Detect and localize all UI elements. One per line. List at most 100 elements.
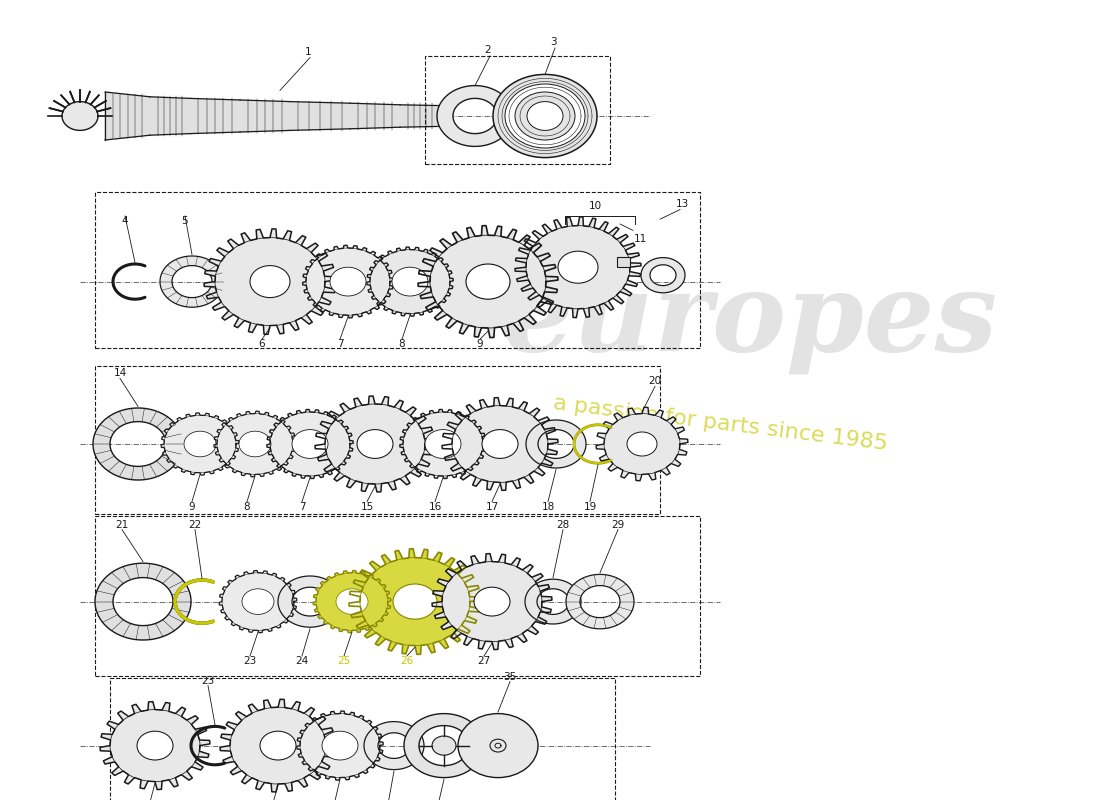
Circle shape bbox=[466, 264, 510, 299]
PathPatch shape bbox=[95, 563, 191, 640]
Bar bbox=[617, 257, 630, 267]
Text: 15: 15 bbox=[361, 502, 374, 512]
Text: 14: 14 bbox=[113, 368, 127, 378]
PathPatch shape bbox=[437, 86, 513, 146]
Text: 24: 24 bbox=[296, 656, 309, 666]
Text: 28: 28 bbox=[557, 520, 570, 530]
Text: 35: 35 bbox=[504, 671, 517, 682]
Polygon shape bbox=[104, 92, 150, 140]
Circle shape bbox=[430, 235, 546, 328]
Circle shape bbox=[242, 589, 274, 614]
Circle shape bbox=[515, 92, 575, 140]
Circle shape bbox=[442, 562, 542, 642]
Text: 5: 5 bbox=[182, 216, 188, 226]
Circle shape bbox=[482, 430, 518, 458]
Text: 6: 6 bbox=[258, 339, 265, 349]
PathPatch shape bbox=[404, 714, 484, 778]
Circle shape bbox=[322, 731, 358, 760]
Polygon shape bbox=[596, 407, 688, 481]
Text: 19: 19 bbox=[583, 502, 596, 512]
Text: 21: 21 bbox=[116, 520, 129, 530]
Text: 2: 2 bbox=[485, 45, 492, 55]
Circle shape bbox=[217, 414, 293, 474]
Circle shape bbox=[270, 412, 350, 476]
Polygon shape bbox=[400, 105, 440, 127]
Circle shape bbox=[604, 414, 680, 474]
Polygon shape bbox=[515, 217, 641, 318]
Text: 9: 9 bbox=[476, 339, 483, 349]
Circle shape bbox=[458, 714, 538, 778]
Circle shape bbox=[393, 584, 437, 619]
Circle shape bbox=[250, 266, 290, 298]
Text: 22: 22 bbox=[188, 520, 201, 530]
Circle shape bbox=[526, 226, 630, 309]
Circle shape bbox=[425, 430, 461, 458]
PathPatch shape bbox=[641, 258, 685, 293]
Text: 16: 16 bbox=[428, 502, 441, 512]
Polygon shape bbox=[297, 711, 383, 780]
Text: 13: 13 bbox=[675, 198, 689, 209]
PathPatch shape bbox=[566, 574, 634, 629]
Text: 27: 27 bbox=[477, 656, 491, 666]
Circle shape bbox=[558, 251, 598, 283]
Circle shape bbox=[360, 558, 470, 646]
Text: 11: 11 bbox=[634, 234, 647, 243]
Circle shape bbox=[138, 731, 173, 760]
Text: 26: 26 bbox=[400, 656, 414, 666]
Circle shape bbox=[490, 739, 506, 752]
Circle shape bbox=[110, 710, 200, 782]
Text: europes: europes bbox=[503, 266, 998, 374]
Text: 3: 3 bbox=[550, 37, 557, 47]
Polygon shape bbox=[290, 102, 350, 130]
Polygon shape bbox=[161, 413, 239, 475]
Text: 8: 8 bbox=[244, 502, 251, 512]
Polygon shape bbox=[349, 549, 481, 654]
Text: 7: 7 bbox=[337, 339, 343, 349]
Polygon shape bbox=[399, 410, 486, 478]
Polygon shape bbox=[190, 98, 240, 134]
Text: 10: 10 bbox=[588, 202, 602, 211]
Text: 9: 9 bbox=[189, 502, 196, 512]
PathPatch shape bbox=[278, 576, 342, 627]
Circle shape bbox=[214, 238, 324, 326]
Circle shape bbox=[292, 430, 328, 458]
Circle shape bbox=[164, 415, 236, 473]
Circle shape bbox=[300, 714, 379, 778]
Text: 23: 23 bbox=[201, 675, 214, 686]
Polygon shape bbox=[442, 398, 558, 490]
Circle shape bbox=[330, 267, 366, 296]
Circle shape bbox=[260, 731, 296, 760]
Polygon shape bbox=[315, 396, 434, 492]
Text: 20: 20 bbox=[648, 376, 661, 386]
Polygon shape bbox=[240, 100, 290, 132]
Text: 17: 17 bbox=[485, 502, 498, 512]
Polygon shape bbox=[350, 103, 400, 129]
Circle shape bbox=[184, 431, 216, 457]
Text: 29: 29 bbox=[612, 520, 625, 530]
Polygon shape bbox=[219, 570, 297, 633]
Text: 23: 23 bbox=[243, 656, 256, 666]
Polygon shape bbox=[204, 229, 336, 334]
Circle shape bbox=[239, 431, 271, 457]
Polygon shape bbox=[418, 226, 558, 338]
Circle shape bbox=[432, 736, 456, 755]
Text: a passion for parts since 1985: a passion for parts since 1985 bbox=[551, 394, 889, 454]
Circle shape bbox=[370, 250, 450, 314]
Text: 25: 25 bbox=[338, 656, 351, 666]
Polygon shape bbox=[220, 699, 336, 792]
Circle shape bbox=[230, 707, 326, 784]
Polygon shape bbox=[214, 411, 296, 477]
Circle shape bbox=[627, 432, 657, 456]
Circle shape bbox=[222, 573, 294, 630]
Circle shape bbox=[403, 412, 483, 476]
Circle shape bbox=[505, 84, 585, 148]
Circle shape bbox=[474, 587, 510, 616]
Polygon shape bbox=[62, 102, 98, 130]
Text: 1: 1 bbox=[305, 46, 311, 57]
Polygon shape bbox=[302, 246, 394, 318]
Text: 7: 7 bbox=[299, 502, 306, 512]
PathPatch shape bbox=[526, 420, 586, 468]
Circle shape bbox=[316, 573, 388, 630]
Circle shape bbox=[336, 589, 368, 614]
Circle shape bbox=[493, 74, 597, 158]
